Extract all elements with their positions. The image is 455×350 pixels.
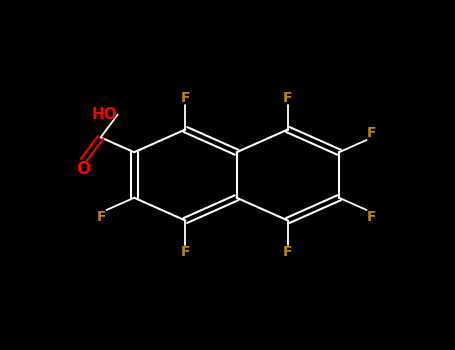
Text: F: F (97, 210, 106, 224)
Text: F: F (181, 91, 190, 105)
Text: F: F (367, 126, 376, 140)
Text: O: O (76, 160, 91, 178)
Text: F: F (283, 245, 293, 259)
Text: F: F (283, 91, 293, 105)
Text: F: F (367, 210, 376, 224)
Text: F: F (181, 245, 190, 259)
Text: HO: HO (92, 107, 118, 122)
